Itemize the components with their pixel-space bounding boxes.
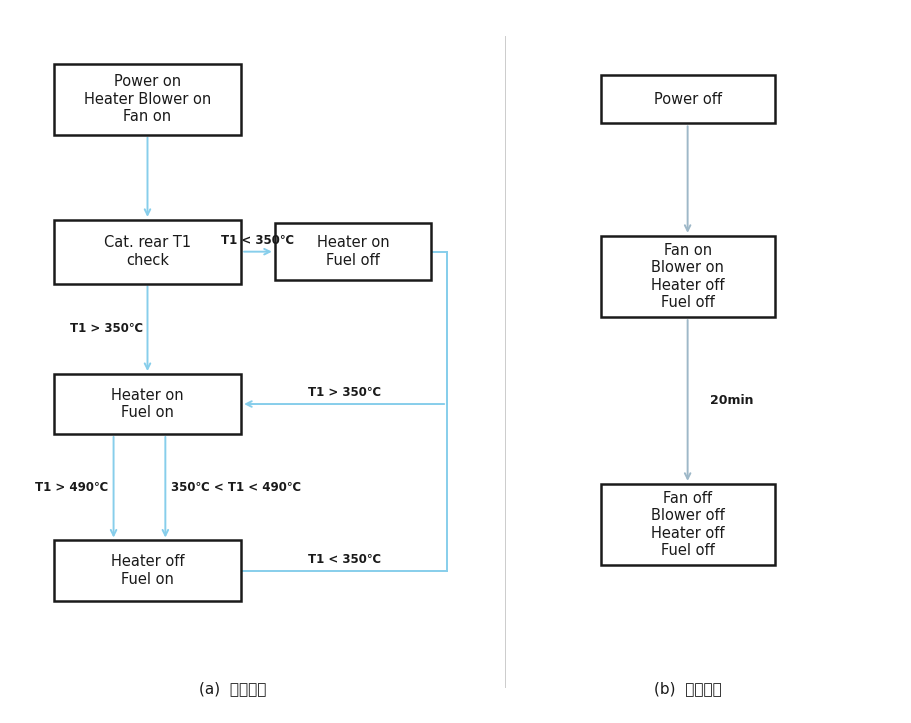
Bar <box>54 220 241 283</box>
Text: Fan off
Blower off
Heater off
Fuel off: Fan off Blower off Heater off Fuel off <box>650 491 724 558</box>
Bar <box>600 236 774 317</box>
Text: T1 > 490℃: T1 > 490℃ <box>35 481 108 494</box>
Text: Heater on
Fuel on: Heater on Fuel on <box>111 388 184 420</box>
Text: T1 > 350℃: T1 > 350℃ <box>70 322 143 335</box>
Bar <box>54 540 241 601</box>
Text: T1 < 350℃: T1 < 350℃ <box>308 552 381 565</box>
Text: 20min: 20min <box>710 394 753 407</box>
Text: 350℃ < T1 < 490℃: 350℃ < T1 < 490℃ <box>170 481 301 494</box>
Text: T1 > 350℃: T1 > 350℃ <box>308 386 381 399</box>
Text: Heater on
Fuel off: Heater on Fuel off <box>316 236 389 268</box>
Text: Power on
Heater Blower on
Fan on: Power on Heater Blower on Fan on <box>84 74 211 124</box>
Text: Power off: Power off <box>653 92 722 107</box>
Bar <box>600 75 774 124</box>
Bar <box>54 374 241 434</box>
Text: Fan on
Blower on
Heater off
Fuel off: Fan on Blower on Heater off Fuel off <box>650 243 724 310</box>
Text: (b)  전원차단: (b) 전원차단 <box>654 681 722 696</box>
Text: (a)  전원공급: (a) 전원공급 <box>199 681 266 696</box>
Bar <box>600 484 774 565</box>
Text: Cat. rear T1
check: Cat. rear T1 check <box>104 236 191 268</box>
Text: Heater off
Fuel on: Heater off Fuel on <box>111 555 184 587</box>
Bar <box>54 64 241 134</box>
Text: T1 < 350℃: T1 < 350℃ <box>221 234 294 247</box>
Bar <box>275 223 431 280</box>
